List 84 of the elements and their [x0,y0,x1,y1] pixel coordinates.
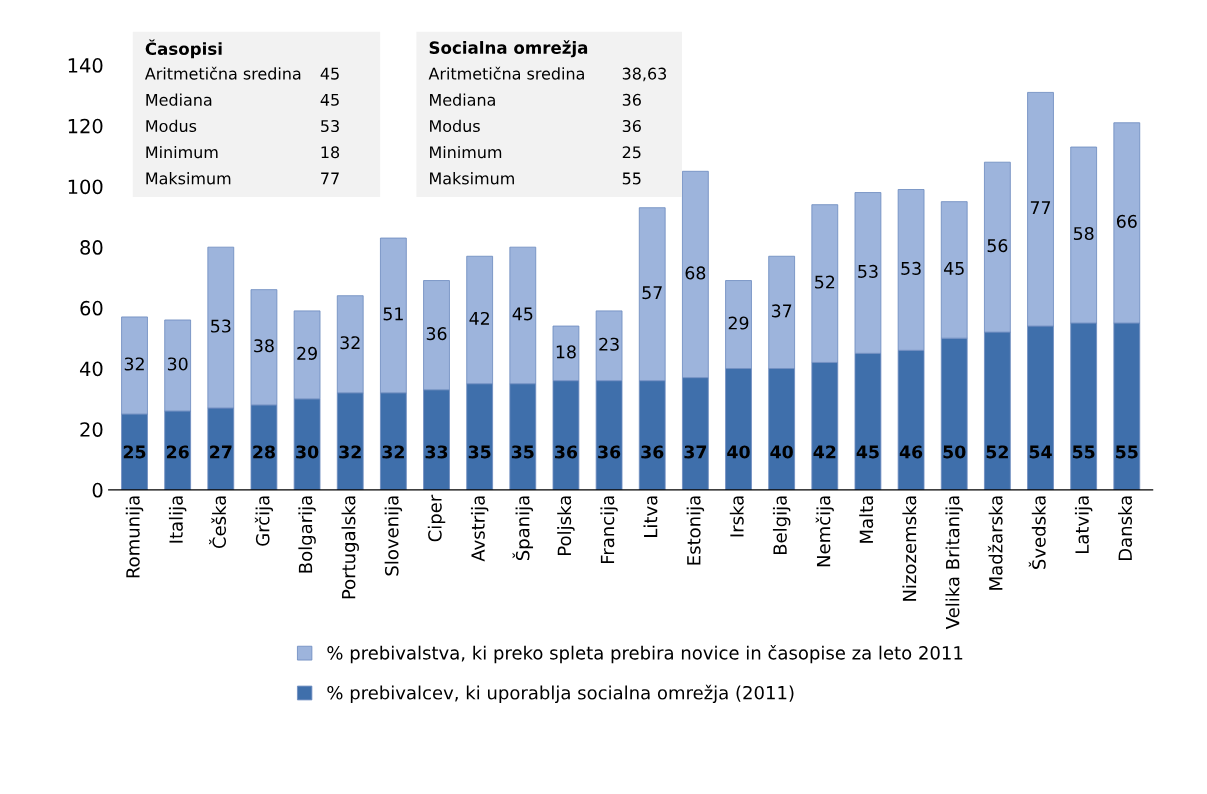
data-label: 57 [642,286,662,300]
x-tick-label: Danska [1118,496,1133,561]
x-tick-label: Francija [600,496,618,564]
x-tick-label: Ciper [427,494,446,542]
data-label: 33 [425,445,448,459]
data-label: 32 [382,445,404,459]
x-tick-label: Litva [643,496,658,537]
x-tick-label: Belgija [772,496,791,555]
data-label: 32 [339,445,361,459]
x-tick-label: Češka [209,496,227,549]
data-label: 42 [813,445,836,459]
data-label: 32 [340,336,360,350]
data-label: 36 [598,445,621,459]
y-tick-label: 20 [80,422,103,437]
data-label: 26 [166,445,189,459]
x-tick-label: Španija [512,496,534,561]
data-label: 29 [297,346,317,360]
data-label: 45 [512,307,533,321]
x-tick-label: Latvija [1074,496,1093,553]
x-tick-label: Estonija [686,496,705,565]
data-label: 30 [167,357,188,371]
data-label: 56 [987,239,1008,253]
data-label: 55 [1116,445,1138,459]
data-label: 38 [254,339,274,353]
data-label: 53 [858,264,878,278]
y-tick-label: 120 [68,118,103,134]
data-label: 35 [511,445,534,459]
data-label: 55 [1072,445,1095,459]
data-label: 50 [943,445,966,459]
data-label: 68 [685,266,706,280]
data-label: 18 [556,345,576,359]
x-tick-label: Švedska [1028,496,1046,569]
x-tick-label: Nizozemska [902,496,917,601]
data-label: 51 [383,307,403,321]
x-tick-label: Madžarska [987,496,1003,590]
data-label: 32 [124,357,144,371]
legend-label: % prebivalcev, ki uporablja socialna omrežja (2011) [327,684,794,704]
y-tick-label: 40 [79,361,103,377]
x-tick-label: Irska [729,496,744,537]
y-tick-label: 80 [80,240,103,255]
x-tick-label: Romunija [125,496,144,578]
x-tick-label: Velika Britanija [945,496,963,630]
data-label: 52 [815,275,835,289]
data-label: 25 [123,445,146,459]
x-tick-label: Bolgarija [298,496,316,573]
data-label: 42 [469,311,489,325]
data-label: 36 [641,445,664,459]
y-tick-label: 140 [68,58,103,73]
x-tick-label: Portugalska [341,496,359,599]
data-label: 66 [1116,214,1137,228]
x-tick-label: Grčija [254,496,274,546]
x-tick-label: Nemčija [815,496,834,567]
data-label: 40 [727,445,750,459]
x-tick-label: Avstrija [470,496,489,562]
data-label: 28 [253,445,275,459]
data-label: 37 [684,445,707,459]
data-label: 30 [296,445,319,459]
data-label: 77 [1030,201,1051,215]
x-tick-label: Malta [859,496,874,543]
data-label: 54 [1029,445,1052,459]
data-label: 35 [468,445,491,459]
data-label: 52 [986,445,1008,459]
data-label: 53 [901,261,921,275]
data-label: 46 [899,445,923,459]
data-label: 37 [771,304,792,318]
x-tick-label: Slovenija [384,496,403,576]
y-tick-label: 0 [92,482,103,498]
data-label: 58 [1073,226,1094,241]
data-label: 53 [211,319,231,333]
x-tick-label: Italija [168,496,187,543]
text: Socialna omrežja Aritmetična sredina 38,63 Mediana 36 Modus 36 Minimum 25 Maksimum 55 [428,40,667,185]
x-tick-label: Poljska [557,496,575,555]
data-label: 36 [426,327,447,341]
y-tick-label: 100 [68,179,103,195]
data-label: 23 [599,337,619,351]
data-label: 29 [728,316,749,330]
legend-label: % prebivalstva, ki preko spleta prebira novice in časopise za leto 2011 [327,644,963,664]
data-label: 36 [555,445,578,459]
data-label: 27 [210,445,232,459]
y-tick-label: 60 [80,300,103,316]
data-label: 40 [770,445,793,459]
text: Časopisi Aritmetična sredina 45 Mediana 45 Modus 53 Minimum 18 Maksimum 77 [144,39,340,185]
data-label: 45 [856,445,879,459]
data-label: 45 [944,262,964,275]
